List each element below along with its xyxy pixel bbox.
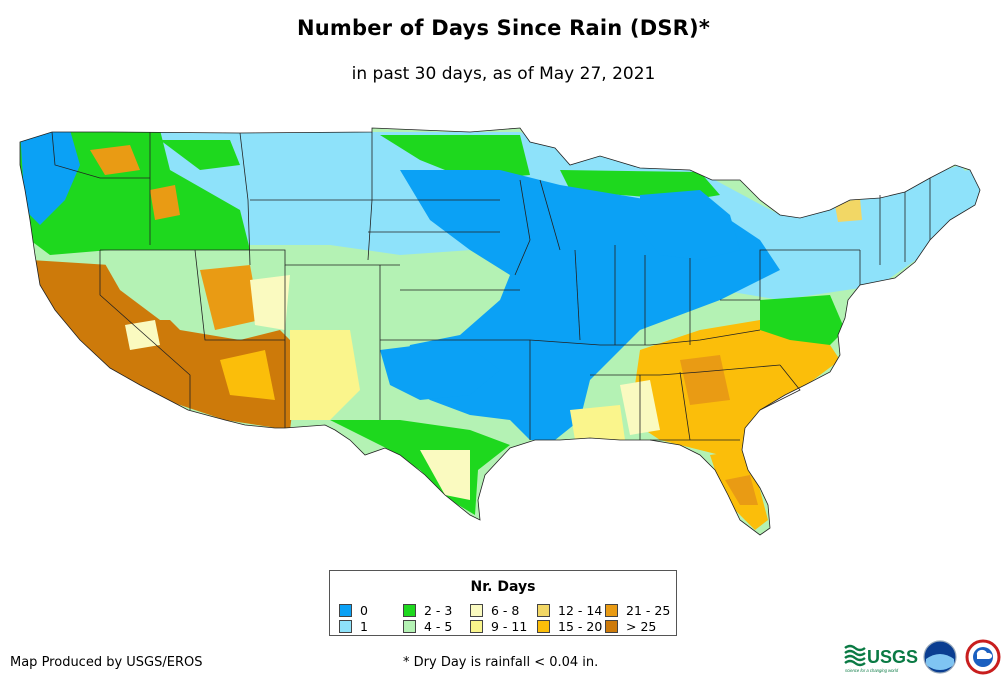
legend-label: 0 [360,603,368,618]
legend-item: 4 - 5 [403,619,452,634]
usgs-tagline: science for a changing world [845,668,899,673]
legend-swatch [605,620,618,633]
legend-item: 15 - 20 [537,619,602,634]
footnote-text: * Dry Day is rainfall < 0.04 in. [403,655,599,670]
legend-swatch [537,604,550,617]
legend-label: 12 - 14 [558,603,603,618]
legend-label: 1 [360,619,368,634]
nws-logo [965,639,1001,675]
legend-item: > 25 [605,619,656,634]
state-borders [19,127,981,536]
legend-item: 0 [339,603,368,618]
legend-title: Nr. Days [470,579,536,595]
legend-label: 6 - 8 [491,603,520,618]
usgs-logo-text: USGS [867,647,918,667]
map-subtitle: in past 30 days, as of May 27, 2021 [351,64,656,84]
legend-swatch [605,604,618,617]
legend-label: 21 - 25 [626,603,671,618]
legend-item: 6 - 8 [470,603,519,618]
legend-item: 12 - 14 [537,603,602,618]
credit-text: Map Produced by USGS/EROS [10,655,203,670]
legend-label: > 25 [626,619,657,634]
legend-item: 1 [339,619,368,634]
map-title: Number of Days Since Rain (DSR)* [296,16,711,40]
legend-item: 2 - 3 [403,603,452,618]
legend-swatch [470,620,483,633]
legend-swatch [339,620,352,633]
noaa-logo [923,640,957,674]
legend-label: 15 - 20 [558,619,603,634]
legend-label: 4 - 5 [424,619,453,634]
us-dsr-map [19,127,981,536]
legend-swatch [403,604,416,617]
legend-item: 9 - 11 [470,619,527,634]
legend-label: 2 - 3 [424,603,453,618]
legend-swatch [470,604,483,617]
usgs-logo: USGS science for a changing world [844,644,918,673]
legend-label: 9 - 11 [491,619,528,634]
legend-swatch [537,620,550,633]
legend-item: 21 - 25 [605,603,670,618]
legend-swatch [339,604,352,617]
agency-logos: USGS science for a changing world [844,639,1001,675]
legend-swatch [403,620,416,633]
dsr-color-layer [20,128,980,535]
